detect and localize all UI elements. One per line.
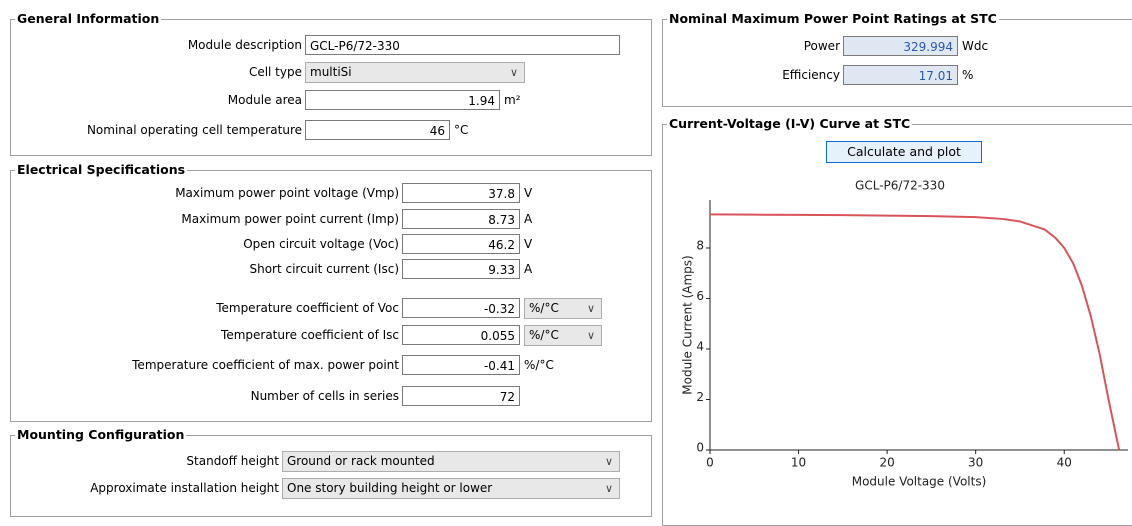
unit: V bbox=[524, 237, 533, 251]
readonly-output: 17.01 bbox=[843, 65, 958, 85]
text-input[interactable]: GCL-P6/72-330 bbox=[305, 35, 620, 55]
group-title: Mounting Configuration bbox=[15, 427, 187, 442]
number-input[interactable]: 46.2 bbox=[402, 234, 520, 254]
field-label: Standoff height bbox=[186, 454, 279, 468]
unit-dropdown[interactable]: %/°C ∨ bbox=[524, 298, 602, 319]
field-label: Maximum power point voltage (Vmp) bbox=[175, 186, 399, 200]
unit: A bbox=[524, 212, 533, 226]
unit: % bbox=[962, 68, 974, 82]
group-title: Electrical Specifications bbox=[15, 162, 188, 177]
group-title: Nominal Maximum Power Point Ratings at S… bbox=[667, 11, 999, 26]
number-input[interactable]: 1.94 bbox=[305, 90, 500, 110]
group-box: General Information bbox=[10, 11, 652, 156]
number-input[interactable]: 46 bbox=[305, 120, 450, 140]
dropdown-value: %/°C bbox=[529, 301, 559, 315]
dropdown-value: %/°C bbox=[529, 328, 559, 342]
field-label: Nominal operating cell temperature bbox=[86, 123, 302, 137]
number-input[interactable]: 37.8 bbox=[402, 183, 520, 203]
page: General Information Module description G… bbox=[10, 11, 1132, 526]
field-label: Temperature coefficient of Isc bbox=[221, 328, 399, 342]
number-input[interactable]: 8.73 bbox=[402, 209, 520, 229]
field-label: Efficiency bbox=[782, 68, 840, 82]
group-box: Mounting Configuration bbox=[10, 427, 652, 517]
unit: V bbox=[524, 186, 533, 200]
dropdown[interactable]: multiSi ∨ bbox=[305, 62, 525, 83]
field-label: Module description bbox=[187, 38, 302, 52]
field-label: Module area bbox=[227, 93, 302, 107]
field-label: Maximum power point current (Imp) bbox=[181, 212, 399, 226]
unit-dropdown[interactable]: %/°C ∨ bbox=[524, 325, 602, 346]
group-box: Electrical Specifications bbox=[10, 162, 652, 422]
calculate-button[interactable]: Calculate and plot bbox=[826, 141, 982, 163]
readonly-output: 329.994 bbox=[843, 36, 958, 56]
dropdown-value: One story building height or lower bbox=[287, 481, 493, 495]
number-input[interactable]: 0.055 bbox=[402, 325, 520, 345]
field-label: Power bbox=[803, 39, 840, 53]
field-label: Open circuit voltage (Voc) bbox=[243, 237, 399, 251]
number-input[interactable]: 72 bbox=[402, 386, 520, 406]
unit: %/°C bbox=[524, 358, 554, 372]
number-input[interactable]: -0.41 bbox=[402, 355, 520, 375]
field-label: Temperature coefficient of Voc bbox=[216, 301, 399, 315]
dropdown[interactable]: One story building height or lower ∨ bbox=[282, 478, 620, 499]
group-title: Current-Voltage (I-V) Curve at STC bbox=[667, 116, 913, 131]
field-label: Number of cells in series bbox=[250, 389, 399, 403]
group-box: Nominal Maximum Power Point Ratings at S… bbox=[662, 11, 1132, 107]
dropdown-value: Ground or rack mounted bbox=[287, 454, 435, 468]
group-box: Current-Voltage (I-V) Curve at STC bbox=[662, 116, 1132, 526]
field-label: Short circuit current (Isc) bbox=[249, 262, 399, 276]
unit: A bbox=[524, 262, 533, 276]
unit: m² bbox=[504, 93, 521, 107]
dropdown-value: multiSi bbox=[310, 65, 352, 79]
unit: °C bbox=[454, 123, 469, 137]
field-label: Approximate installation height bbox=[90, 481, 279, 495]
dropdown[interactable]: Ground or rack mounted ∨ bbox=[282, 451, 620, 472]
field-label: Temperature coefficient of max. power po… bbox=[132, 358, 399, 372]
group-title: General Information bbox=[15, 11, 162, 26]
number-input[interactable]: -0.32 bbox=[402, 298, 520, 318]
field-label: Cell type bbox=[248, 65, 302, 79]
unit: Wdc bbox=[962, 39, 989, 53]
number-input[interactable]: 9.33 bbox=[402, 259, 520, 279]
